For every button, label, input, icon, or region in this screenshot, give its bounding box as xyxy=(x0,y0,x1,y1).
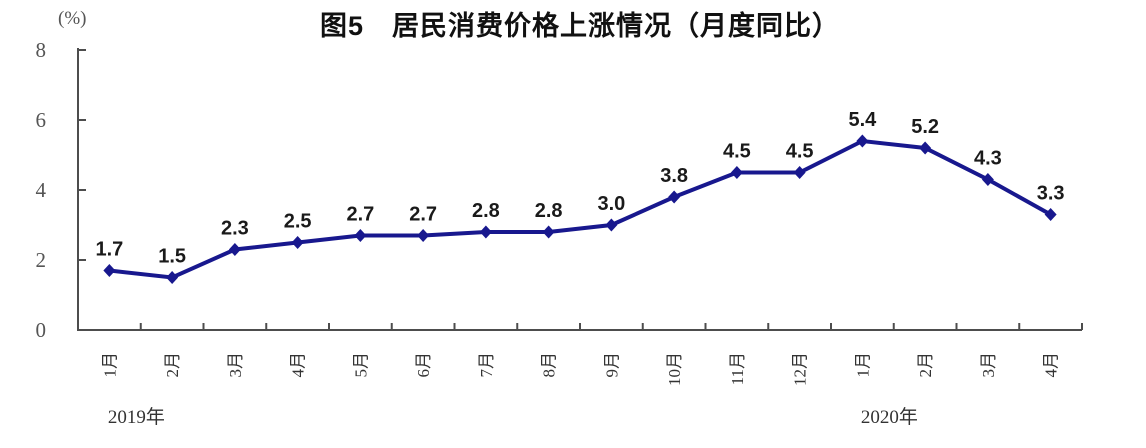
x-category-label: 6月 xyxy=(414,352,433,378)
data-point-label: 1.5 xyxy=(158,246,186,268)
x-category-label: 2月 xyxy=(916,352,935,378)
data-point-label: 4.5 xyxy=(786,141,814,163)
data-point-marker xyxy=(668,190,681,204)
data-point-marker xyxy=(228,243,241,256)
x-category-label: 7月 xyxy=(477,352,496,378)
data-point-label: 4.5 xyxy=(723,141,751,163)
x-category-label: 9月 xyxy=(602,352,621,378)
data-point-marker xyxy=(856,134,869,148)
data-point-label: 2.5 xyxy=(284,211,312,233)
data-point-label: 1.7 xyxy=(95,239,123,261)
data-point-marker xyxy=(542,225,555,239)
axis-lines xyxy=(77,48,1082,331)
data-point-marker xyxy=(166,271,179,284)
data-point-label: 2.3 xyxy=(221,218,249,240)
x-category-label: 5月 xyxy=(351,352,370,378)
data-point-marker xyxy=(1044,208,1057,221)
data-point-marker xyxy=(354,229,367,242)
y-axis-unit-label: (%) xyxy=(58,8,87,29)
year-label: 2019年 xyxy=(108,406,165,428)
data-point-marker xyxy=(479,225,492,239)
x-category-label: 10月 xyxy=(665,352,684,386)
y-tick-label: 8 xyxy=(36,38,47,62)
data-point-label: 3.8 xyxy=(660,165,688,187)
y-tick-label: 2 xyxy=(36,248,47,272)
data-series-line xyxy=(109,138,1052,280)
x-category-label: 3月 xyxy=(226,352,245,378)
data-point-label: 4.3 xyxy=(974,148,1002,170)
data-point-marker xyxy=(417,229,430,242)
data-point-label: 5.2 xyxy=(911,116,939,138)
data-point-marker xyxy=(919,141,932,155)
x-category-label: 8月 xyxy=(540,352,559,378)
x-category-label: 12月 xyxy=(791,352,810,386)
x-category-label: 2月 xyxy=(163,352,182,378)
y-tick-label: 0 xyxy=(36,318,47,342)
x-category-label: 3月 xyxy=(979,352,998,378)
y-tick-label: 4 xyxy=(36,178,47,202)
x-category-label: 11月 xyxy=(728,352,747,385)
data-point-label: 5.4 xyxy=(848,109,877,131)
x-category-label: 4月 xyxy=(1042,352,1061,378)
x-category-label: 1月 xyxy=(853,352,872,378)
data-point-label: 3.0 xyxy=(597,193,625,215)
data-point-marker xyxy=(291,236,304,249)
x-category-label: 1月 xyxy=(100,352,119,378)
data-point-label: 2.8 xyxy=(535,200,563,222)
data-point-label: 3.3 xyxy=(1037,183,1065,205)
year-label: 2020年 xyxy=(861,406,918,428)
x-category-label: 4月 xyxy=(289,352,308,378)
data-point-marker xyxy=(981,173,994,186)
chart-title: 图5 居民消费价格上涨情况（月度同比） xyxy=(319,11,840,41)
data-point-marker xyxy=(730,166,743,179)
data-point-marker xyxy=(793,166,806,179)
data-point-marker xyxy=(103,264,116,277)
data-point-label: 2.8 xyxy=(472,200,500,222)
data-point-label: 2.7 xyxy=(409,204,437,226)
data-point-label: 2.7 xyxy=(346,204,374,226)
y-tick-label: 6 xyxy=(36,108,47,132)
data-point-marker xyxy=(605,218,618,232)
